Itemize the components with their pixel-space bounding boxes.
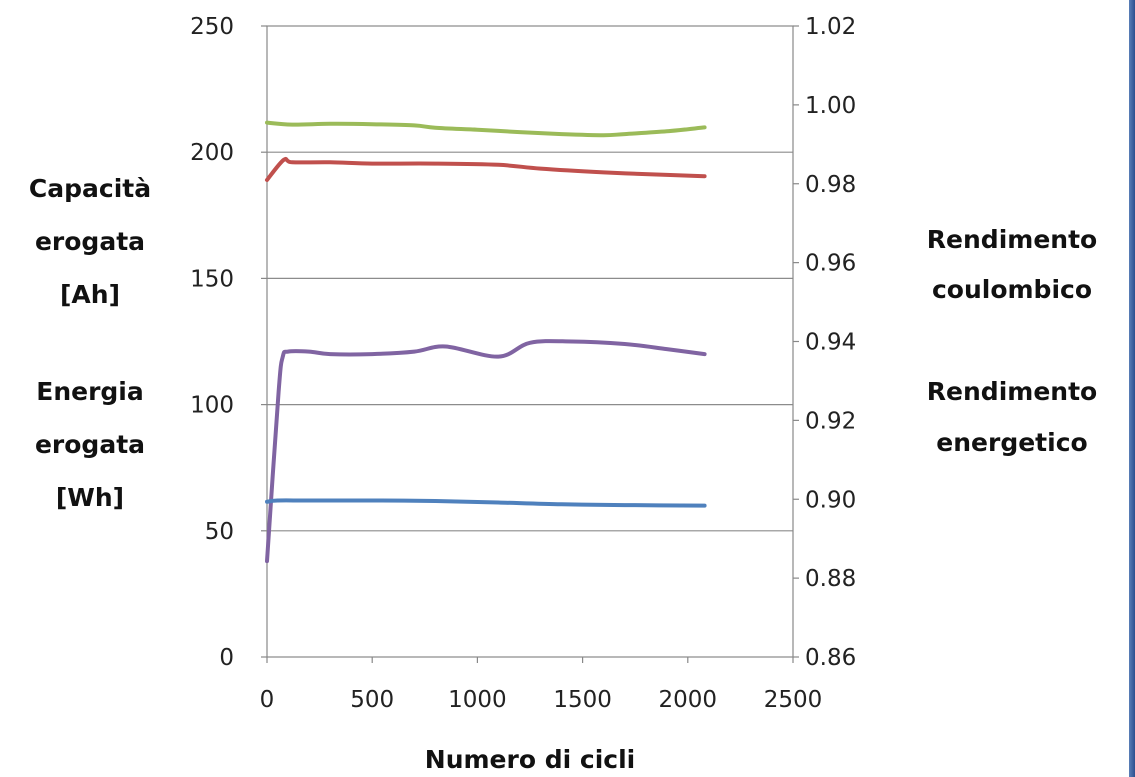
series-lines [265, 120, 707, 564]
left-tick-label: 100 [190, 393, 234, 419]
grid-lines [267, 151, 793, 532]
series-line-4 [265, 498, 707, 508]
series-line-2 [265, 156, 707, 182]
left-tick-label: 250 [190, 14, 234, 40]
right-tick-label: 0.94 [805, 330, 856, 356]
x-tick-label: 1000 [448, 687, 507, 713]
right-tick-label: 1.02 [805, 14, 856, 40]
x-tick-label: 500 [350, 687, 394, 713]
x-axis-tick-labels: 0 500 1000 1500 2000 2500 [260, 657, 823, 713]
left-tick-label: 50 [205, 519, 234, 545]
x-tick-label: 0 [260, 687, 275, 713]
right-tick-label: 1.00 [805, 93, 856, 119]
x-tick-label: 1500 [553, 687, 612, 713]
left-tick-label: 150 [190, 266, 234, 292]
series-line-3 [265, 339, 707, 564]
right-tick-label: 0.92 [805, 408, 856, 434]
right-axis-tick-labels: 0.86 0.88 0.90 0.92 0.94 0.96 0.98 1.00 1.02 [793, 14, 856, 671]
right-tick-label: 0.90 [805, 487, 856, 513]
left-label-wh: [Wh] [56, 483, 124, 512]
right-label-energetico: energetico [936, 428, 1087, 457]
x-tick-label: 2000 [659, 687, 718, 713]
x-tick-label: 2500 [764, 687, 823, 713]
left-label-erogata-1: erogata [35, 227, 145, 256]
left-label-capacita: Capacità [29, 174, 151, 203]
right-label-coulombico: coulombico [932, 275, 1092, 304]
left-label-erogata-2: erogata [35, 430, 145, 459]
series-line-1 [265, 120, 707, 138]
left-tick-label: 200 [190, 140, 234, 166]
right-label-rendimento-2: Rendimento [927, 377, 1097, 406]
left-label-ah: [Ah] [60, 280, 120, 309]
left-label-energia: Energia [36, 377, 144, 406]
x-axis-title: Numero di cicli [425, 745, 635, 774]
left-tick-label: 0 [219, 645, 234, 671]
left-axis-tick-labels: 0 50 100 150 200 250 [190, 14, 267, 671]
right-tick-label: 0.88 [805, 566, 856, 592]
right-tick-label: 0.96 [805, 251, 856, 277]
right-label-rendimento-1: Rendimento [927, 225, 1097, 254]
right-tick-label: 0.86 [805, 645, 856, 671]
slide-edge-bar [1129, 0, 1135, 777]
right-tick-label: 0.98 [805, 172, 856, 198]
